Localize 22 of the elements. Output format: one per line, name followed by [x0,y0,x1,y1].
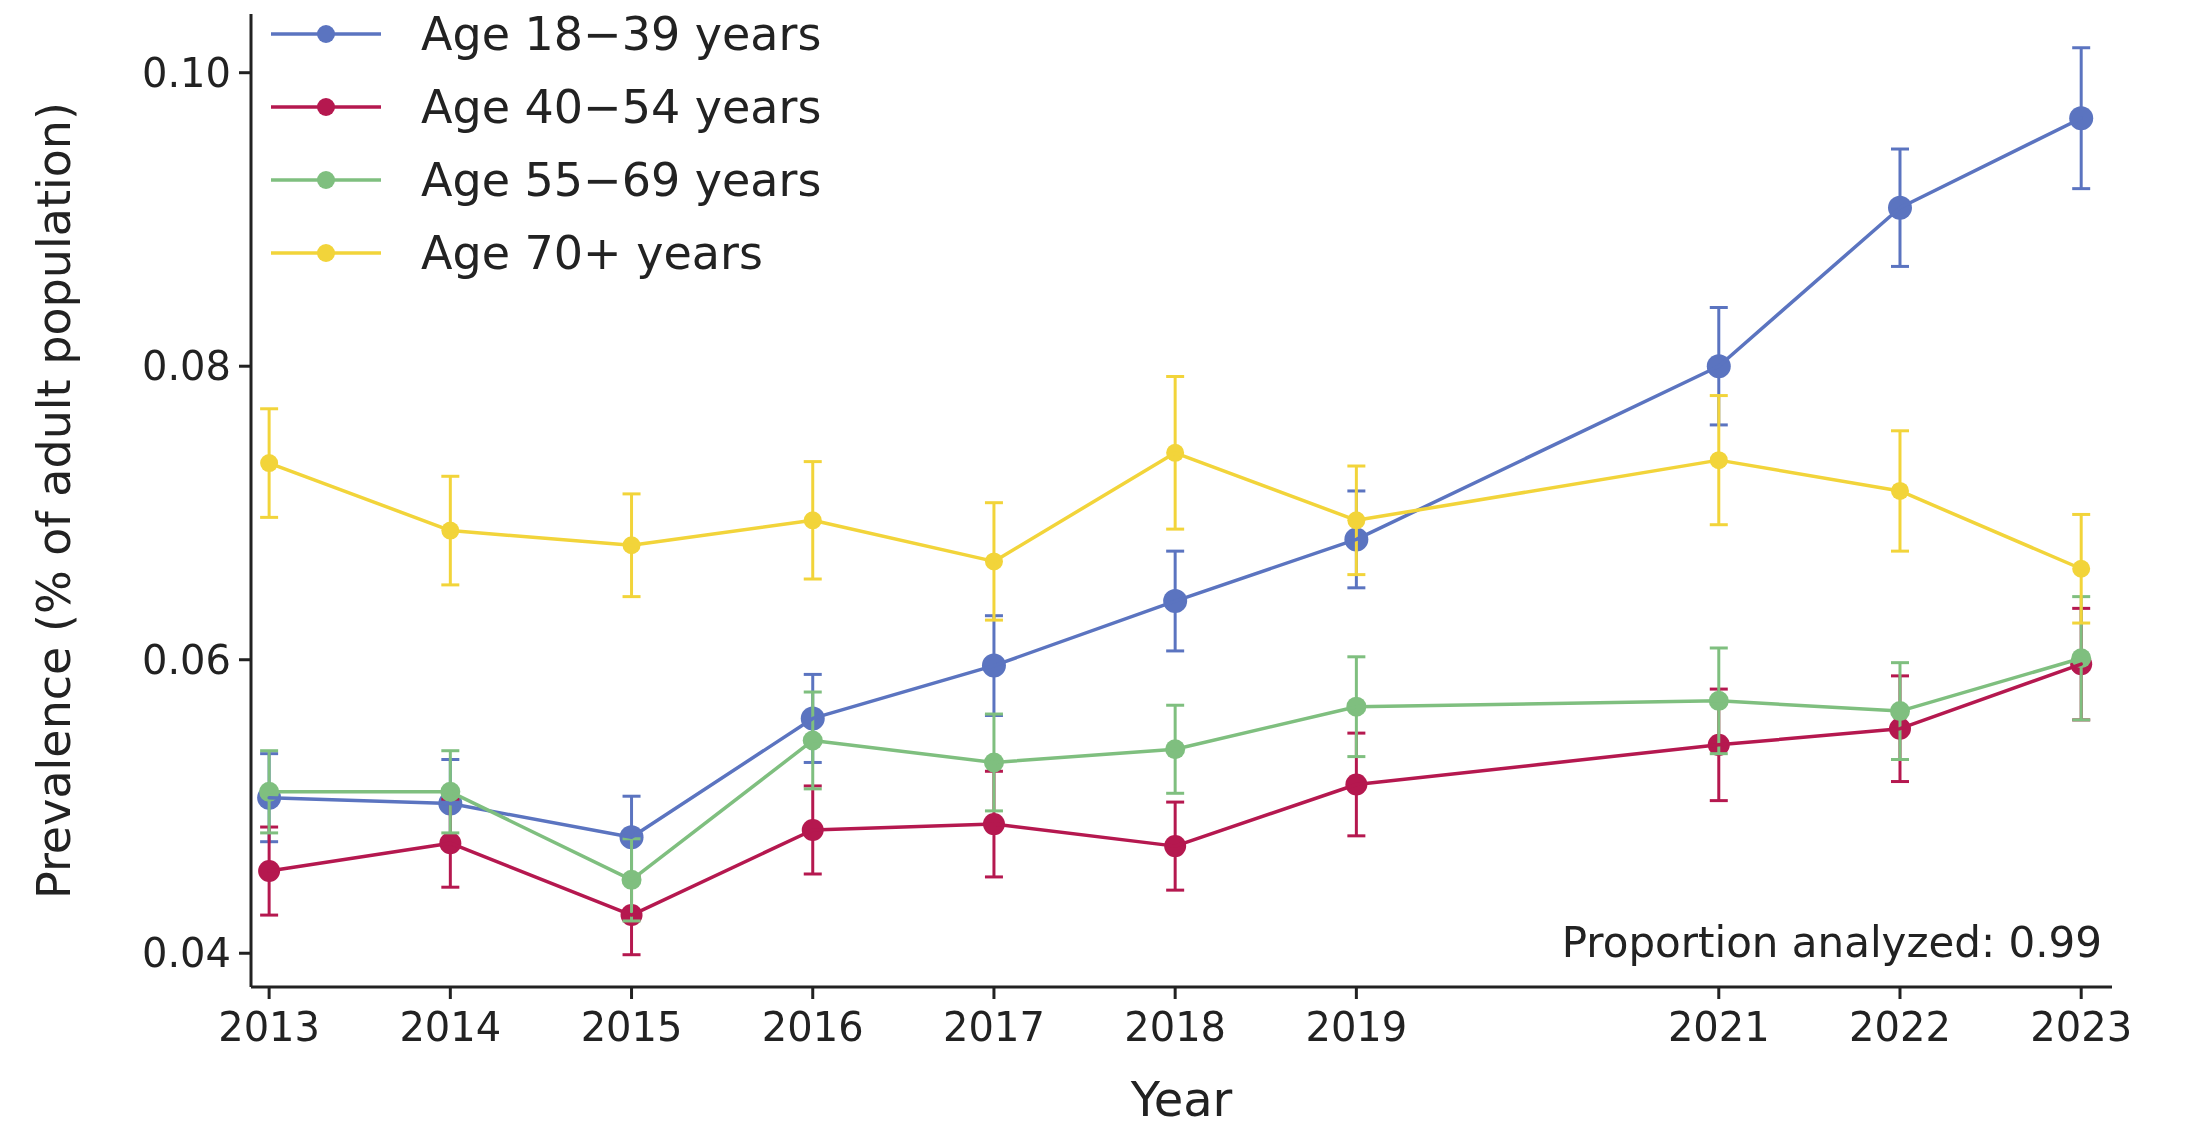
y-tick-label: 0.08 [141,343,231,390]
x-tick-label: 2022 [1849,1004,1951,1050]
x-tick-label: 2019 [1305,1004,1408,1050]
point [2069,106,2094,131]
legend-label: Age 40−54 years [421,80,822,135]
y-axis-title: Prevalence (% of adult population) [27,102,81,899]
annotation: Proportion analyzed: 0.99 [1561,918,2102,967]
legend-label: Age 55−69 years [421,153,822,208]
x-tick-label: 2023 [2030,1004,2133,1050]
legend-label: Age 18−39 years [421,7,822,62]
x-tick-label: 2018 [1124,1004,1227,1050]
x-tick-label: 2017 [943,1004,1045,1050]
x-tick-label: 2021 [1667,1004,1770,1050]
x-tick-label: 2015 [580,1004,683,1050]
x-tick-label: 2016 [761,1004,864,1050]
x-axis-title: Year [1129,1071,1233,1127]
x-tick-label: 2014 [399,1004,502,1050]
x-tick-label: 2013 [218,1004,321,1050]
y-tick-label: 0.04 [141,930,231,977]
legend-label: Age 70+ years [421,226,763,281]
y-tick-label: 0.06 [141,636,231,683]
y-tick-label: 0.10 [141,49,231,96]
